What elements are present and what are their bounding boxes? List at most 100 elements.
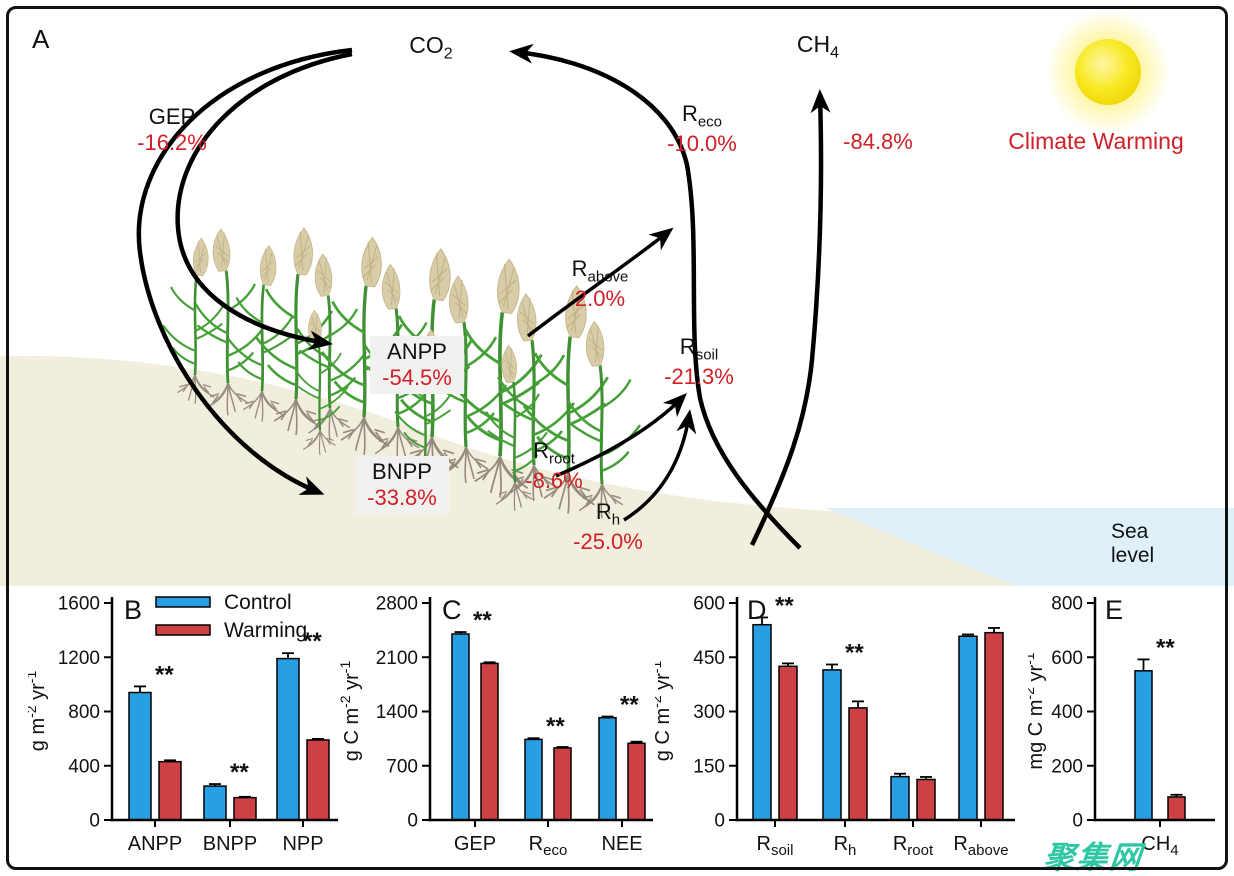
flux-label-rabove: Rabove 2.0%	[572, 256, 629, 312]
significance-mark: **	[775, 592, 794, 619]
y-tick-label: 0	[407, 811, 418, 832]
flux-name: Rroot	[533, 438, 575, 468]
bar-control-Reco	[524, 738, 543, 821]
x-tick-label: Reco	[529, 833, 568, 859]
arrow-rroot	[555, 393, 687, 478]
x-tick-label: Rroot	[893, 833, 934, 859]
y-tick-label: 200	[1051, 756, 1083, 777]
x-tick-label: Rh	[834, 833, 857, 859]
chart-panel-B: ** ANPP ** BNPP ** NPP 0 400 800 1200 1600 g m-2 yr…	[28, 591, 338, 855]
legend-label-control: Control	[224, 591, 292, 614]
y-tick-label: 0	[1072, 811, 1083, 832]
flux-label-rroot: Rroot -8.6%	[525, 438, 582, 494]
flux-label-anpp: ANPP -54.5%	[370, 336, 464, 394]
sun-icon	[1046, 10, 1170, 134]
bar-warming-BNPP	[233, 796, 257, 821]
x-tick-label: NEE	[601, 833, 642, 855]
legend-swatch-warming	[155, 624, 211, 636]
significance-mark: **	[230, 759, 249, 786]
significance-mark: **	[1156, 634, 1175, 661]
bar-warming-Rroot	[916, 778, 936, 821]
bar-warming-NEE	[627, 742, 646, 821]
flux-name: Reco	[681, 101, 723, 131]
legend-label-warming: Warming	[224, 619, 307, 642]
y-tick-label: 0	[714, 811, 725, 832]
y-axis-label: mg C m-2 yr-1	[1028, 652, 1047, 769]
y-axis-label: g m-2 yr-1	[28, 671, 49, 752]
bar-control-CH4	[1134, 670, 1153, 821]
legend: Control Warming	[155, 591, 307, 642]
y-tick-label: 1600	[58, 594, 100, 615]
panel-letter-E: E	[1105, 595, 1123, 625]
bar-control-Rabove	[958, 635, 978, 821]
panel-letter-D: D	[747, 595, 767, 625]
arrow-rabove	[526, 227, 674, 338]
flux-name: Rh	[595, 499, 621, 529]
flux-label-gep: GEP -16.2%	[137, 104, 207, 156]
arrow-gep-inner	[175, 51, 353, 351]
y-tick-label: 800	[1051, 594, 1083, 615]
arrow-gep-outer	[136, 47, 353, 495]
chart-panel-C: ** GEP ** Reco ** NEE 0 700 1400 2100 2800 g C m-2 …	[340, 594, 653, 859]
y-tick-label: 400	[1051, 702, 1083, 723]
flux-value: -16.2%	[137, 129, 207, 155]
chart-panel-D: ** Rsoil ** Rh Rroot Rabove 0 150 300 450 600 g C m…	[655, 592, 1015, 859]
bar-warming-Reco	[553, 747, 572, 821]
watermark: 聚集网	[1041, 840, 1145, 875]
bar-warming-NPP	[306, 739, 330, 821]
flux-value: 2.0%	[574, 286, 626, 312]
bar-control-Rh	[822, 669, 842, 821]
flux-value: -10.0%	[667, 131, 737, 157]
y-tick-label: 2100	[376, 648, 418, 669]
significance-mark: **	[620, 692, 639, 719]
y-tick-label: 800	[68, 702, 100, 723]
y-tick-label: 150	[693, 756, 725, 777]
panel-letter-C: C	[442, 595, 462, 625]
x-tick-label: Rsoil	[757, 833, 794, 859]
flux-name: Rabove	[571, 256, 629, 286]
y-tick-label: 0	[89, 811, 100, 832]
climate-warming-label: Climate Warming	[1008, 128, 1184, 154]
x-tick-label: BNPP	[203, 833, 257, 855]
panel-letter-B: B	[124, 595, 142, 625]
y-axis-label: g C m-2 yr-1	[655, 661, 674, 762]
bar-warming-Rh	[848, 707, 868, 821]
y-tick-label: 600	[693, 594, 725, 615]
flux-value: -8.6%	[525, 468, 583, 494]
y-tick-label: 1400	[376, 702, 418, 723]
sea-level-label: Sea level	[1111, 520, 1155, 567]
y-tick-label: 600	[1051, 648, 1083, 669]
bar-warming-Rabove	[984, 631, 1004, 821]
panel-a-letter: A	[32, 24, 50, 54]
flux-name: GEP	[148, 104, 196, 129]
flux-name: ANPP	[387, 339, 447, 364]
flux-value: -84.8%	[843, 129, 913, 154]
y-tick-label: 400	[68, 756, 100, 777]
bar-warming-CH4	[1167, 796, 1186, 821]
sea	[825, 508, 1234, 586]
x-tick-label: ANPP	[128, 833, 182, 855]
arrow-ch4	[749, 89, 831, 546]
carbon-cycle-arrows	[136, 43, 831, 550]
x-tick-label: NPP	[282, 833, 323, 855]
y-tick-label: 450	[693, 648, 725, 669]
legend-swatch-control	[155, 596, 211, 608]
flux-value: -33.8%	[367, 484, 437, 510]
chart-panel-E: ** CH4 0 200 400 600 800 mg C m-2 yr-1 E	[1028, 594, 1215, 859]
x-tick-label: CH4	[1141, 833, 1178, 859]
bar-control-BNPP	[203, 785, 227, 821]
flux-value: -54.5%	[382, 364, 452, 390]
x-tick-label: Rabove	[953, 833, 1008, 859]
flux-label-ch4: -84.8%	[843, 129, 913, 155]
bar-warming-GEP	[480, 662, 499, 821]
arrow-rh	[623, 409, 697, 522]
significance-mark: **	[845, 639, 864, 666]
flux-label-bnpp: BNPP -33.8%	[355, 456, 449, 514]
flux-label-rsoil: Rsoil -21.3%	[664, 334, 734, 390]
flux-name: Rsoil	[679, 334, 719, 364]
bar-control-GEP	[451, 633, 470, 821]
y-tick-label: 700	[386, 756, 418, 777]
flux-value: -21.3%	[664, 364, 734, 390]
bar-warming-ANPP	[158, 760, 182, 821]
